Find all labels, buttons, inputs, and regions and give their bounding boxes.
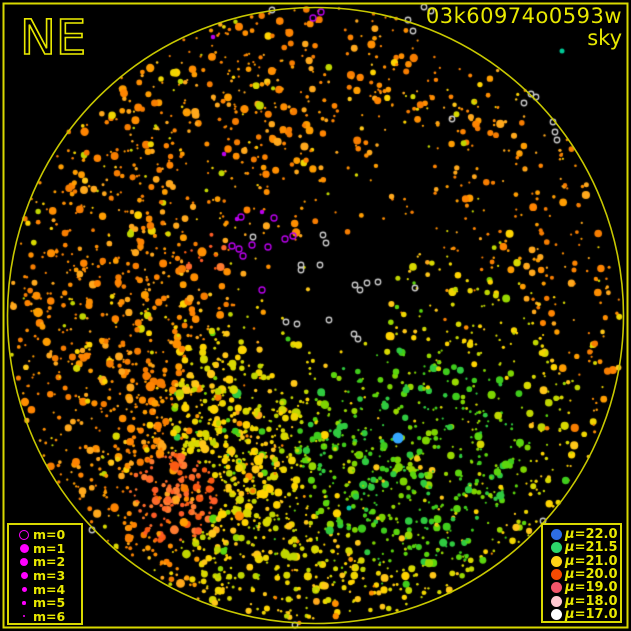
m-legend-row: m=0 — [15, 527, 81, 543]
orientation-label: NE — [20, 10, 86, 66]
mu-legend-label: μ=17.0 — [565, 606, 618, 622]
surface-brightness-color-legend: μ=22.0 μ=21.5 μ=21.0 μ=20.0 μ=19.0 μ=18.0 μ=17… — [541, 523, 622, 623]
mu-color-swatch — [547, 542, 565, 554]
mu-legend-row: μ=21.0 — [547, 553, 620, 569]
m-legend-row: m=5 — [15, 595, 81, 611]
mu-color-swatch — [547, 595, 565, 607]
m-legend-label: m=3 — [33, 568, 66, 584]
m-legend-label: m=4 — [33, 581, 66, 597]
mu-legend-label: μ=21.0 — [565, 553, 618, 569]
mu-color-swatch — [547, 529, 565, 541]
mu-legend-row: μ=20.0 — [547, 567, 620, 583]
mu-legend-label: μ=21.5 — [565, 540, 618, 556]
mu-legend-row: μ=21.5 — [547, 540, 620, 556]
m-marker-icon — [15, 529, 33, 540]
plot-title: 03k60974o0593w — [425, 4, 622, 28]
mu-color-swatch — [547, 608, 565, 620]
m-marker-icon — [15, 601, 33, 605]
mu-color-swatch — [547, 555, 565, 567]
m-legend-label: m=1 — [33, 540, 66, 556]
m-marker-icon — [15, 586, 33, 592]
mu-color-swatch — [547, 569, 565, 581]
m-legend-label: m=5 — [33, 595, 66, 611]
plot-subtitle: sky — [587, 26, 622, 50]
m-legend-row: m=6 — [15, 608, 81, 624]
m-marker-icon — [15, 572, 33, 580]
m-legend-row: m=1 — [15, 540, 81, 556]
mu-legend-label: μ=20.0 — [565, 567, 618, 583]
mu-legend-row: μ=19.0 — [547, 580, 620, 596]
m-legend-row: m=3 — [15, 568, 81, 584]
m-legend-row: m=4 — [15, 581, 81, 597]
mu-legend-label: μ=22.0 — [565, 527, 618, 543]
magnitude-size-legend: m=0 m=1 m=2 m=3 m=4 m=5 m=6 — [7, 523, 83, 625]
mu-legend-row: μ=17.0 — [547, 606, 620, 622]
mu-legend-label: μ=18.0 — [565, 593, 618, 609]
mu-legend-label: μ=19.0 — [565, 580, 618, 596]
mu-legend-row: μ=18.0 — [547, 593, 620, 609]
field-boundary-circle — [6, 6, 625, 625]
mu-legend-row: μ=22.0 — [547, 527, 620, 543]
m-marker-icon — [15, 615, 33, 618]
m-legend-label: m=6 — [33, 608, 66, 624]
m-marker-icon — [15, 543, 33, 553]
m-marker-icon — [15, 557, 33, 566]
m-legend-label: m=0 — [33, 527, 66, 543]
m-legend-row: m=2 — [15, 554, 81, 570]
m-legend-label: m=2 — [33, 554, 66, 570]
mu-color-swatch — [547, 582, 565, 594]
